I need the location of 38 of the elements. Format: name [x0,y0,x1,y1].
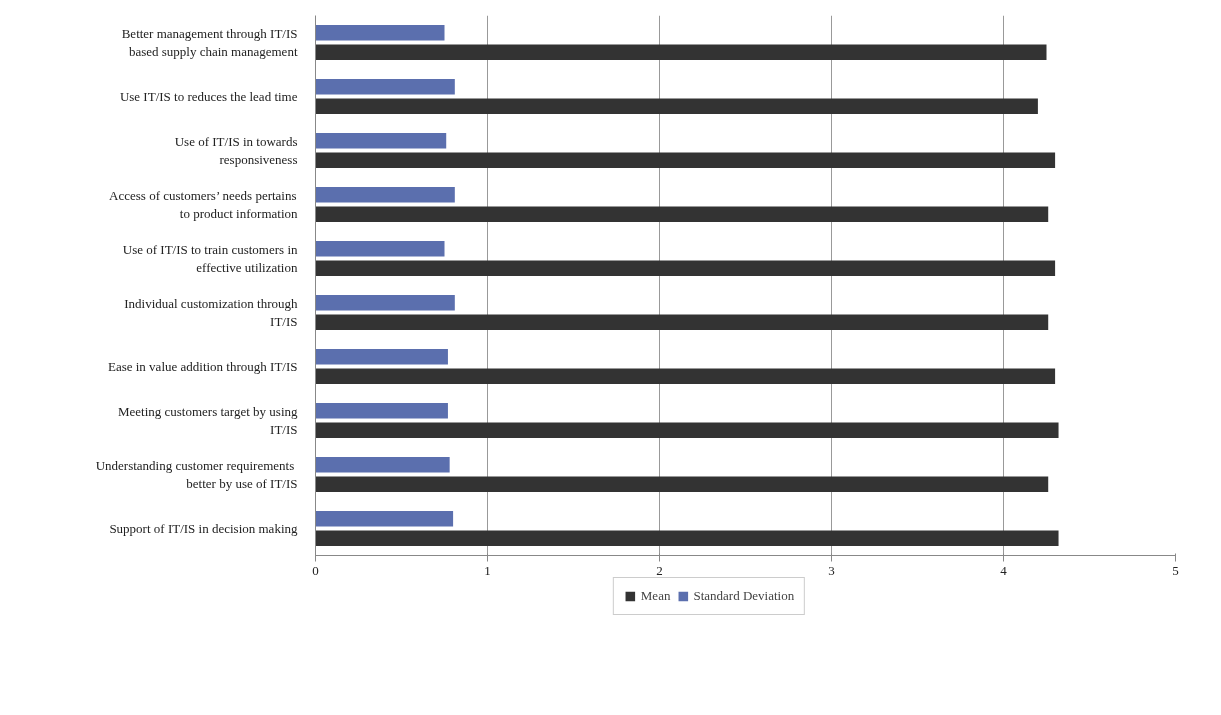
y-tick-label: Ease in value addition through IT/IS [107,359,298,374]
y-tick-label: Use of IT/IS in towards responsiveness [174,134,298,167]
legend-label: Mean [640,588,671,604]
y-tick-label: Access of customers’ needs pertains to product information [109,188,298,221]
bar [315,98,1038,114]
x-tick-label: 4 [1000,562,1008,578]
y-tick-label: Use of IT/IS to train customers in effective utilization [122,242,298,275]
bar [315,44,1047,60]
bar [315,260,1056,276]
bar [315,25,445,41]
x-tick-label: 2 [656,562,663,578]
bar [315,511,454,527]
bar [315,476,1049,492]
y-tick-label: Meeting customers target by using IT/IS [117,404,298,437]
legend-label: Standard Deviation [693,588,795,604]
y-tick-label: Individual customization through IT/IS [124,296,298,329]
x-tick-label: 0 [312,562,319,578]
bar [315,241,445,257]
bar [315,314,1049,330]
bar [315,403,448,419]
x-tick-label: 3 [828,562,835,578]
bar [315,152,1056,168]
x-tick-label: 5 [1172,562,1179,578]
bar [315,457,450,473]
bar [315,206,1049,222]
x-tick-label: 1 [484,562,491,578]
bar [315,368,1056,384]
bar [315,187,455,203]
y-tick-label: Better management through IT/IS based supply chain management [121,26,298,59]
y-tick-label: Understanding customer requirements better by use of IT/IS [95,458,298,491]
bar [315,530,1059,546]
bar [315,349,448,365]
bar [315,422,1059,438]
bar [315,295,455,311]
y-tick-label: Support of IT/IS in decision making [109,521,298,536]
bar [315,133,447,149]
bar [315,79,455,95]
y-tick-label: Use IT/IS to reduces the lead time [119,89,298,104]
